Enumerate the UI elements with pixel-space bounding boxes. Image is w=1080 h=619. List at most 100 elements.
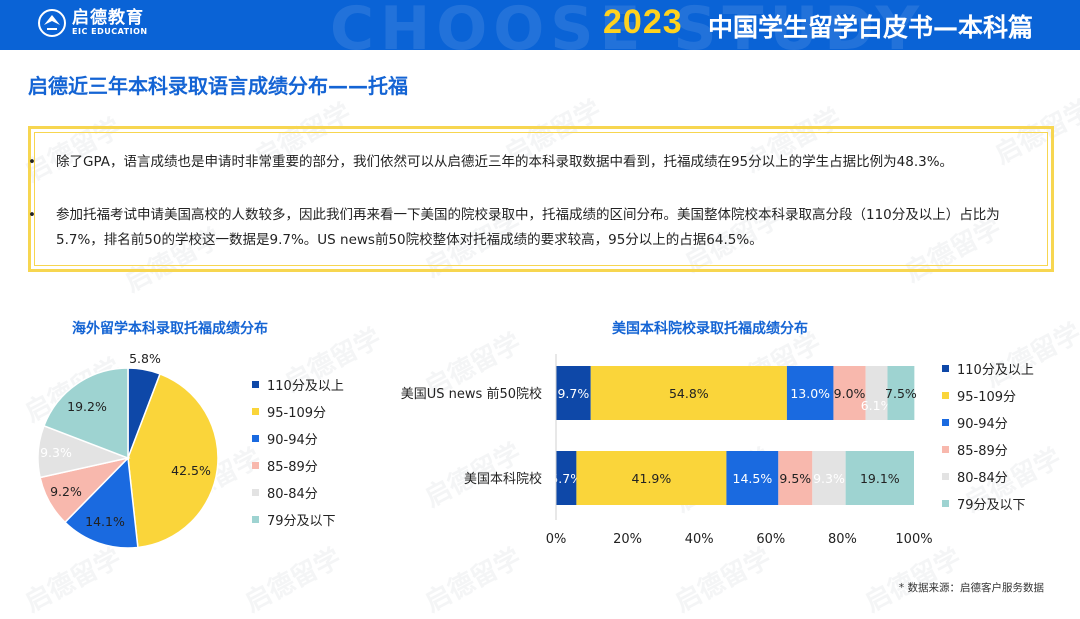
bar-segment <box>845 451 914 505</box>
bar-category-label: 美国US news 前50院校 <box>401 386 542 402</box>
pie-legend-item: 79分及以下 <box>252 506 344 533</box>
bar-segment <box>556 366 591 420</box>
legend-swatch <box>252 489 259 496</box>
pie-legend-item: 90-94分 <box>252 425 344 452</box>
header-bar: CHOOSE STUDY 启德教育 EIC EDUCATION 2023 中国学… <box>0 0 1080 50</box>
watermark-text: 启德留学 <box>240 543 347 619</box>
bar-data-label: 14.5% <box>733 471 773 486</box>
pie-slice <box>63 456 139 549</box>
bar-legend-item: 95-109分 <box>942 382 1034 409</box>
legend-swatch <box>942 446 949 453</box>
bar-segment <box>865 366 888 420</box>
legend-swatch <box>942 419 949 426</box>
bar-data-label: 54.8% <box>669 386 709 401</box>
legend-label: 79分及以下 <box>267 514 336 529</box>
bar-category-label: 美国本科院校 <box>464 471 542 487</box>
pie-legend-item: 85-89分 <box>252 452 344 479</box>
bar-x-tick-label: 0% <box>546 532 567 547</box>
bar-data-label: 6.1% <box>861 398 893 413</box>
pie-legend-item: 95-109分 <box>252 398 344 425</box>
pie-legend-item: 110分及以上 <box>252 371 344 398</box>
note-text-2: 参加托福考试申请美国高校的人数较多，因此我们再来看一下美国的院校录取中，托福成绩… <box>56 207 1000 248</box>
logo-english-name: EIC EDUCATION <box>72 27 148 36</box>
bar-x-tick-label: 40% <box>685 532 714 547</box>
brand-logo: 启德教育 EIC EDUCATION <box>38 9 148 37</box>
bar-segment <box>812 451 846 505</box>
pie-slice <box>42 367 129 460</box>
pie-slice <box>127 372 219 549</box>
data-source-note: * 数据来源：启德客户服务数据 <box>898 582 1044 594</box>
bar-segment <box>726 451 779 505</box>
stacked-bar-chart: 美国US news 前50院校 9.7% 54.8% 13.0% 9.0%6.1%7.5… <box>401 354 933 547</box>
bar-data-label: 19.1% <box>860 471 900 486</box>
legend-label: 79分及以下 <box>957 498 1026 513</box>
logo-icon <box>38 9 66 37</box>
report-title: 中国学生留学白皮书—本科篇 <box>708 13 1034 42</box>
bar-segment <box>887 366 915 420</box>
bar-legend-item: 90-94分 <box>942 409 1034 436</box>
page-title: 启德近三年本科录取语言成绩分布——托福 <box>28 74 408 98</box>
bar-x-tick-label: 100% <box>895 532 932 547</box>
bar-segment <box>778 451 813 505</box>
legend-label: 90-94分 <box>267 433 318 448</box>
legend-swatch <box>942 500 949 507</box>
notes-box <box>28 126 1054 272</box>
legend-swatch <box>252 381 259 388</box>
bar-x-tick-label: 20% <box>613 532 642 547</box>
pie-data-label: 9.2% <box>50 484 82 499</box>
pie-data-label: 9.3% <box>40 445 72 460</box>
bar-data-label: 13.0% <box>790 386 830 401</box>
report-year: 2023 <box>603 3 683 41</box>
bar-data-label: 9.7% <box>557 386 589 401</box>
legend-swatch <box>252 516 259 523</box>
bar-data-label: 7.5% <box>885 386 917 401</box>
note-text-1: 除了GPA，语言成绩也是申请时非常重要的部分，我们依然可以从启德近三年的本科录取… <box>56 154 954 170</box>
legend-label: 80-84分 <box>267 487 318 502</box>
legend-label: 85-89分 <box>957 444 1008 459</box>
legend-label: 90-94分 <box>957 417 1008 432</box>
bar-data-label: 41.9% <box>632 471 672 486</box>
legend-label: 110分及以上 <box>267 379 344 394</box>
bar-segment <box>576 451 727 505</box>
bar-chart-title: 美国本科院校录取托福成绩分布 <box>612 321 808 337</box>
legend-label: 95-109分 <box>957 390 1017 405</box>
legend-swatch <box>252 408 259 415</box>
bar-legend-item: 110分及以上 <box>942 355 1034 382</box>
legend-swatch <box>942 392 949 399</box>
note-item-2: • 参加托福考试申请美国高校的人数较多，因此我们再来看一下美国的院校录取中，托福… <box>28 203 1041 253</box>
legend-label: 95-109分 <box>267 406 327 421</box>
bullet-icon: • <box>28 154 36 170</box>
bar-legend-item: 85-89分 <box>942 436 1034 463</box>
legend-label: 85-89分 <box>267 460 318 475</box>
bar-data-label: 9.5% <box>779 471 811 486</box>
pie-data-label: 19.2% <box>67 399 107 414</box>
legend-swatch <box>252 462 259 469</box>
logo-chinese-name: 启德教育 <box>72 8 144 28</box>
header-ghost-text: CHOOSE STUDY <box>330 0 926 50</box>
pie-data-label: 5.8% <box>129 351 161 366</box>
bar-data-label: 9.0% <box>834 386 866 401</box>
bar-segment <box>556 451 577 505</box>
legend-label: 80-84分 <box>957 471 1008 486</box>
bar-segment <box>833 366 866 420</box>
pie-data-label: 14.1% <box>85 514 125 529</box>
bar-segment <box>786 366 834 420</box>
bar-x-tick-label: 80% <box>828 532 857 547</box>
pie-data-label: 42.5% <box>171 463 211 478</box>
pie-legend: 110分及以上 95-109分 90-94分 85-89分 80-84分 79分及以下 <box>252 371 344 533</box>
bar-segment <box>590 366 787 420</box>
bar-legend: 110分及以上 95-109分 90-94分 85-89分 80-84分 79分及以下 <box>942 355 1034 517</box>
legend-swatch <box>942 473 949 480</box>
legend-swatch <box>252 435 259 442</box>
pie-chart: 5.8% 42.5% 14.1%9.2% 9.3% 19.2% <box>37 351 219 549</box>
bullet-icon: • <box>28 207 36 223</box>
bar-data-label: 5.7% <box>550 471 582 486</box>
pie-chart-title: 海外留学本科录取托福成绩分布 <box>72 321 268 337</box>
pie-legend-item: 80-84分 <box>252 479 344 506</box>
note-item-1: • 除了GPA，语言成绩也是申请时非常重要的部分，我们依然可以从启德近三年的本科… <box>28 150 1041 175</box>
bar-legend-item: 79分及以下 <box>942 490 1034 517</box>
bar-x-tick-label: 60% <box>756 532 785 547</box>
legend-swatch <box>942 365 949 372</box>
bar-legend-item: 80-84分 <box>942 463 1034 490</box>
bar-data-label: 9.3% <box>813 471 845 486</box>
